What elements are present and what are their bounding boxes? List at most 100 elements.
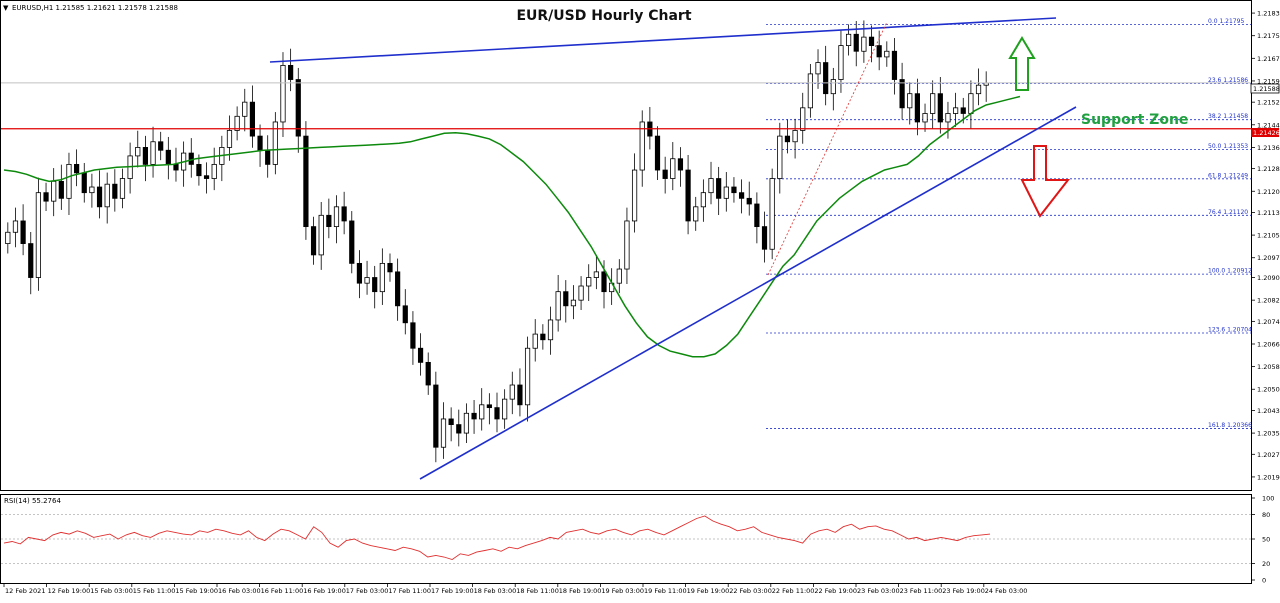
- y-tick-label: 1.21835: [1257, 10, 1280, 18]
- x-tick-label: 22 Feb 03:00: [729, 587, 772, 595]
- candle-body: [547, 319, 554, 341]
- candle-body: [509, 384, 515, 400]
- candle-body: [158, 141, 164, 151]
- x-tick-label: 12 Feb 19:00: [48, 587, 91, 595]
- candle-body: [333, 206, 340, 228]
- candle-body: [196, 163, 202, 177]
- candle-body: [265, 149, 271, 165]
- candle-body: [601, 271, 607, 293]
- candle-body: [922, 113, 928, 123]
- candle-body: [845, 33, 852, 46]
- fib-level-label: 61.8 1.21249: [1208, 172, 1248, 179]
- candle-body: [249, 101, 256, 137]
- candle-body: [471, 412, 477, 420]
- candle-body: [463, 412, 470, 434]
- fib-retracement-line: [767, 21, 888, 276]
- y-tick-label: 1.21130: [1257, 209, 1280, 217]
- candle-body: [876, 45, 882, 58]
- x-tick-label: 22 Feb 19:00: [814, 587, 857, 595]
- candle-body: [616, 268, 622, 284]
- rsi-tick-label: 100: [1262, 495, 1274, 503]
- candle-body: [379, 262, 385, 293]
- candle-body: [173, 163, 179, 171]
- candle-body: [119, 178, 126, 199]
- candle-body: [830, 79, 836, 95]
- candle-body: [43, 192, 49, 202]
- y-tick-label: 1.20900: [1257, 274, 1280, 282]
- candle-body: [211, 163, 217, 179]
- candle-body: [112, 183, 118, 199]
- x-tick-label: 16 Feb 11:00: [261, 587, 304, 595]
- candle-body: [96, 186, 103, 208]
- candle-body: [937, 93, 943, 123]
- support-price-tag: 1.21426: [1253, 129, 1280, 137]
- candle-body: [51, 180, 57, 202]
- y-tick-label: 1.21595: [1257, 77, 1280, 85]
- rsi-tick-label: 50: [1262, 536, 1270, 544]
- x-tick-label: 17 Feb 11:00: [388, 587, 431, 595]
- candle-body: [135, 147, 141, 157]
- x-tick-label: 19 Feb 19:00: [687, 587, 730, 595]
- x-tick-label: 22 Feb 11:00: [772, 587, 815, 595]
- symbol-info: EURUSD,H1 1.21585 1.21621 1.21578 1.2158…: [12, 4, 178, 12]
- candle-body: [150, 141, 156, 165]
- candle-body: [58, 180, 64, 199]
- candle-body: [639, 121, 645, 171]
- candle-body: [968, 93, 974, 114]
- symbol-dropdown-icon[interactable]: ▼: [3, 4, 9, 12]
- candle-body: [12, 220, 19, 233]
- x-tick-label: 18 Feb 11:00: [516, 587, 559, 595]
- fib-level-label: 123.6 1.20704: [1208, 326, 1252, 333]
- candle-body: [891, 50, 898, 80]
- candle-body: [761, 226, 768, 250]
- x-tick-label: 16 Feb 19:00: [303, 587, 346, 595]
- candle-body: [738, 192, 745, 199]
- candle-body: [272, 121, 278, 165]
- candle-body: [425, 361, 431, 386]
- x-tick-label: 16 Feb 03:00: [218, 587, 261, 595]
- candle-body: [310, 226, 317, 256]
- y-tick-label: 1.21520: [1257, 99, 1280, 107]
- candle-body: [563, 291, 569, 307]
- moving-average-line: [3, 95, 1021, 358]
- candle-body: [914, 93, 920, 123]
- candle-body: [74, 163, 80, 174]
- x-tick-label: 18 Feb 19:00: [559, 587, 602, 595]
- current-price-tag: 1.21588: [1253, 85, 1280, 93]
- candle-body: [685, 169, 691, 222]
- rsi-tick-label: 80: [1262, 511, 1270, 519]
- x-tick-label: 17 Feb 03:00: [346, 587, 389, 595]
- candle-body: [815, 62, 821, 75]
- candle-body: [838, 45, 844, 80]
- candle-body: [708, 178, 714, 194]
- candle-body: [417, 347, 424, 363]
- candle-body: [907, 93, 913, 109]
- support-zone-label: Support Zone: [1081, 112, 1188, 128]
- candle-body: [868, 36, 875, 46]
- y-tick-label: 1.20585: [1257, 363, 1280, 371]
- candle-body: [693, 206, 699, 222]
- candle-body: [341, 206, 347, 222]
- candle-body: [631, 169, 638, 222]
- candle-body: [953, 107, 959, 114]
- fib-level-label: 50.0 1.21353: [1208, 143, 1248, 150]
- candle-body: [142, 147, 149, 165]
- candle-body: [387, 262, 393, 273]
- candle-body: [784, 135, 791, 143]
- x-tick-label: 23 Feb 11:00: [900, 587, 943, 595]
- candle-body: [532, 333, 538, 349]
- fib-level-label: 76.4 1.21120: [1208, 209, 1248, 216]
- candle-body: [807, 73, 813, 109]
- candle-body: [440, 418, 447, 448]
- candle-body: [303, 135, 309, 228]
- y-tick-label: 1.21285: [1257, 165, 1280, 173]
- candle-body: [295, 79, 301, 137]
- fib-level-label: 0.0 1.21795: [1208, 18, 1244, 25]
- y-tick-label: 1.20970: [1257, 254, 1280, 262]
- current-price-tag-bg: [1250, 83, 1280, 94]
- rsi-title: RSI(14) 55.2764: [4, 497, 61, 505]
- y-tick-label: 1.21755: [1257, 32, 1280, 40]
- candle-body: [81, 172, 87, 194]
